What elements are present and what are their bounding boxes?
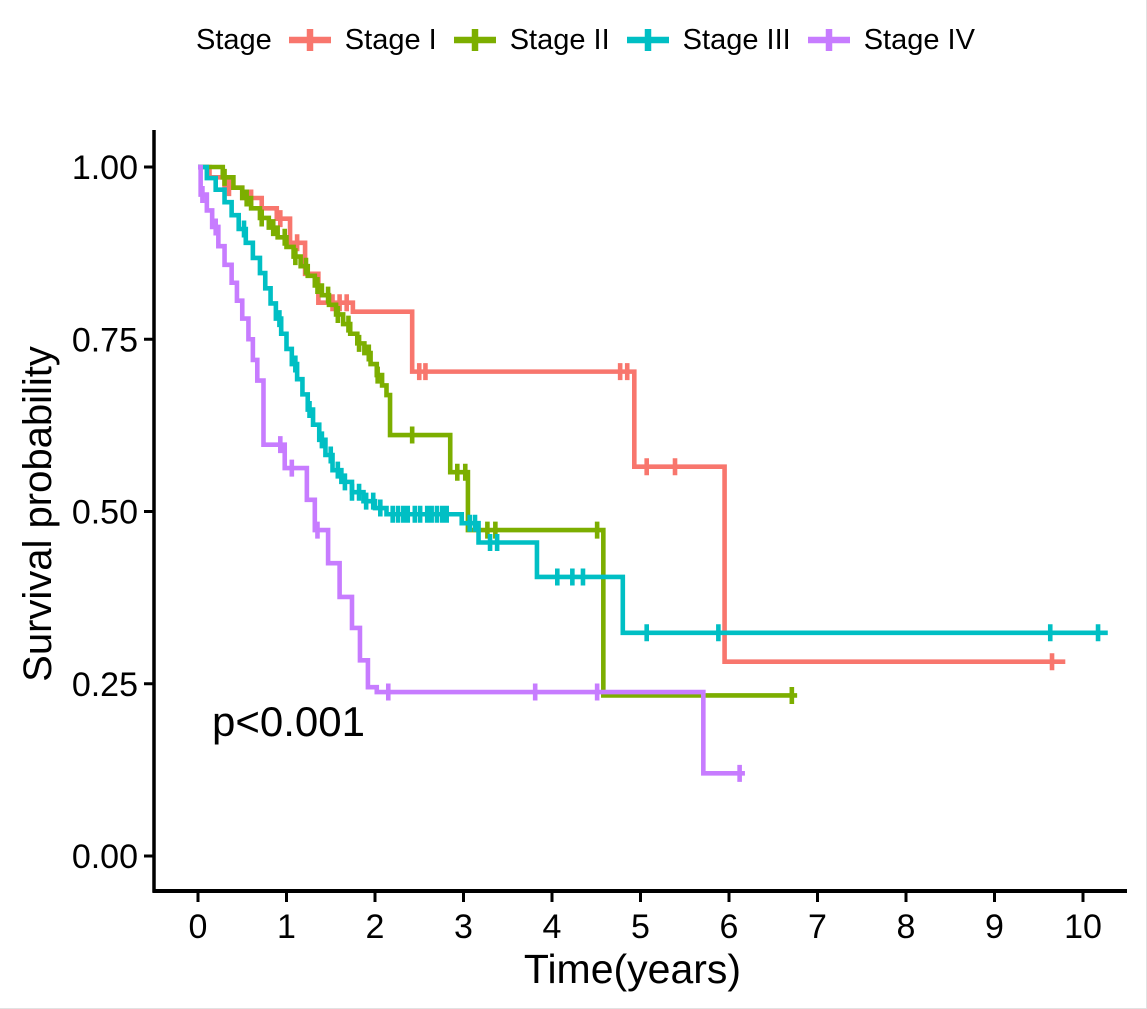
curve-stage-iv <box>198 164 745 776</box>
x-tick-label-8: 8 <box>897 908 916 946</box>
x-tick-label-2: 2 <box>366 908 385 946</box>
curve-stage-ii <box>198 164 798 698</box>
x-tick-label-5: 5 <box>631 908 650 946</box>
x-tick-label-3: 3 <box>454 908 473 946</box>
km-line-plus-icon <box>626 29 669 51</box>
censor-marks-stage-iii <box>241 220 1101 642</box>
legend: Stage Stage I Stage II Stage III Stage IV <box>196 20 975 60</box>
legend-title: Stage <box>196 23 272 56</box>
y-tick-label-0.75: 0.75 <box>72 321 138 359</box>
km-line-plus-icon <box>288 29 331 51</box>
y-tick-label-0.50: 0.50 <box>72 494 138 532</box>
legend-item-stage-i: Stage I <box>287 24 437 57</box>
legend-item-stage-iii: Stage III <box>625 24 791 57</box>
curve-stage-i <box>198 164 1066 665</box>
km-line-plus-icon <box>807 29 850 51</box>
legend-item-label: Stage II <box>509 23 610 56</box>
y-tick-label-0.00: 0.00 <box>72 838 138 876</box>
legend-item-label: Stage III <box>682 23 791 56</box>
censor-marks-stage-ii <box>222 168 795 704</box>
legend-item-stage-iv: Stage IV <box>806 24 975 57</box>
p-value-annotation: p<0.001 <box>212 698 365 745</box>
x-tick-label-9: 9 <box>985 908 1004 946</box>
legend-item-stage-ii: Stage II <box>452 24 610 57</box>
x-tick-label-10: 10 <box>1064 908 1102 946</box>
x-tick-label-4: 4 <box>543 908 562 946</box>
x-tick-label-7: 7 <box>808 908 827 946</box>
legend-item-label: Stage IV <box>863 23 975 56</box>
x-tick-label-0: 0 <box>189 908 208 946</box>
legend-item-label: Stage I <box>344 23 437 56</box>
x-tick-label-6: 6 <box>720 908 739 946</box>
y-tick-label-0.25: 0.25 <box>72 666 138 704</box>
censor-marks-stage-iv <box>200 186 742 782</box>
x-tick-label-1: 1 <box>277 908 296 946</box>
y-tick-label-1.00: 1.00 <box>72 149 138 187</box>
curve-stage-iii <box>198 164 1108 636</box>
x-axis-title: Time(years) <box>523 946 742 992</box>
km-line-plus-icon <box>453 29 496 51</box>
